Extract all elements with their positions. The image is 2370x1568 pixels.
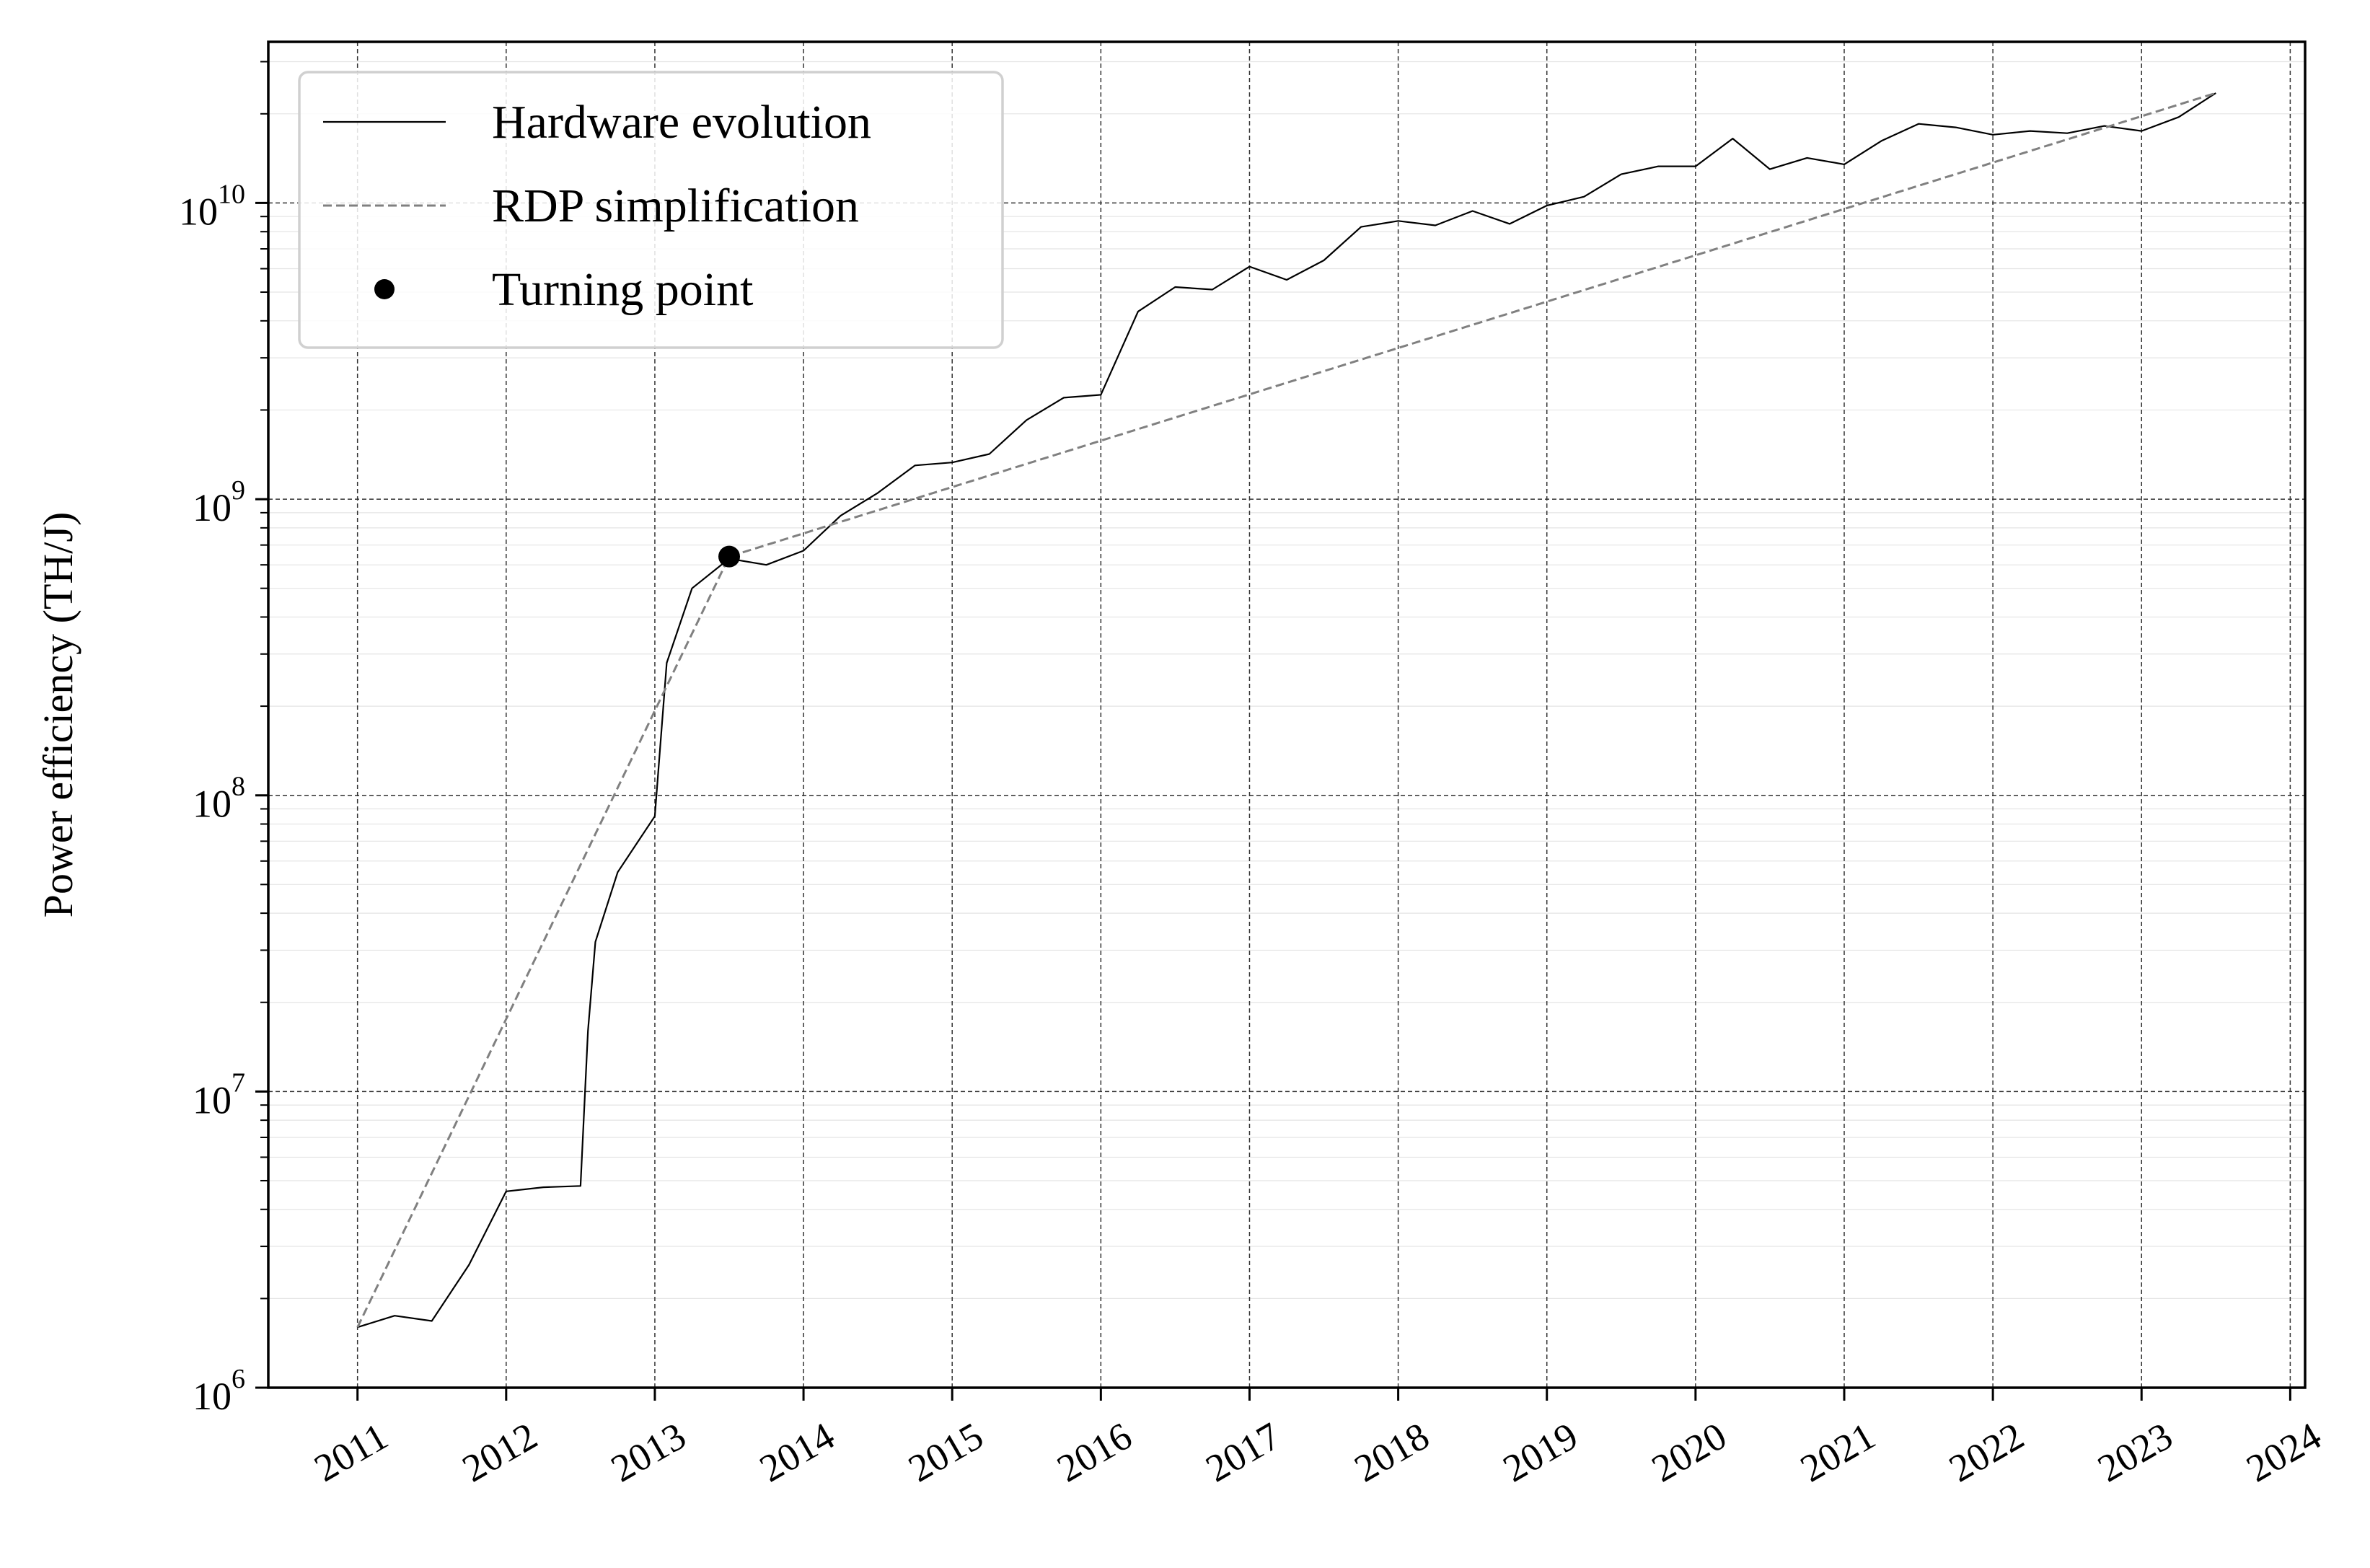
legend-swatch-turning-point xyxy=(374,279,395,299)
legend: Hardware evolution RDP simplification Tu… xyxy=(298,71,1004,349)
legend-label-rdp-simplification: RDP simplification xyxy=(492,180,859,232)
x-tick-label: 2024 xyxy=(2239,1414,2329,1490)
y-tick-label: 108 xyxy=(193,772,245,826)
legend-label-turning-point: Turning point xyxy=(492,263,753,316)
x-tick-label: 2016 xyxy=(1050,1414,1140,1490)
x-tick-label: 2021 xyxy=(1793,1414,1882,1490)
x-tick-label: 2022 xyxy=(1942,1414,2031,1490)
legend-box xyxy=(298,71,1004,349)
x-tick-label: 2014 xyxy=(752,1414,842,1490)
legend-label-hardware-evolution: Hardware evolution xyxy=(492,96,871,149)
x-tick-label: 2019 xyxy=(1496,1414,1585,1490)
y-tick-label: 107 xyxy=(193,1067,245,1122)
hardware-evolution-line xyxy=(357,92,2216,1329)
series-layer xyxy=(356,92,2216,1329)
x-tick-label: 2018 xyxy=(1347,1414,1437,1490)
y-tick-label: 106 xyxy=(193,1364,245,1418)
x-tick-label: 2012 xyxy=(455,1414,545,1490)
x-tick-label: 2011 xyxy=(307,1414,395,1490)
turning-point-marker xyxy=(718,545,741,568)
x-tick-label: 2023 xyxy=(2090,1414,2180,1490)
y-tick-label: 109 xyxy=(193,475,245,529)
minor-gridlines xyxy=(268,61,2305,1299)
x-tick-label: 2017 xyxy=(1199,1414,1288,1490)
plot-frame xyxy=(267,40,2307,1389)
x-tick-label: 2015 xyxy=(901,1414,990,1490)
x-tick-label: 2020 xyxy=(1644,1414,1734,1490)
y-axis: 106 107 108 109 1010 xyxy=(179,61,268,1418)
x-axis: 2011 2012 2013 2014 2015 2016 2017 2018 2019 2020… xyxy=(307,1388,2328,1490)
x-tick-label: 2013 xyxy=(604,1414,693,1490)
y-tick-label: 1010 xyxy=(179,179,245,233)
y-axis-label: Power efficiency (TH/J) xyxy=(35,512,82,918)
